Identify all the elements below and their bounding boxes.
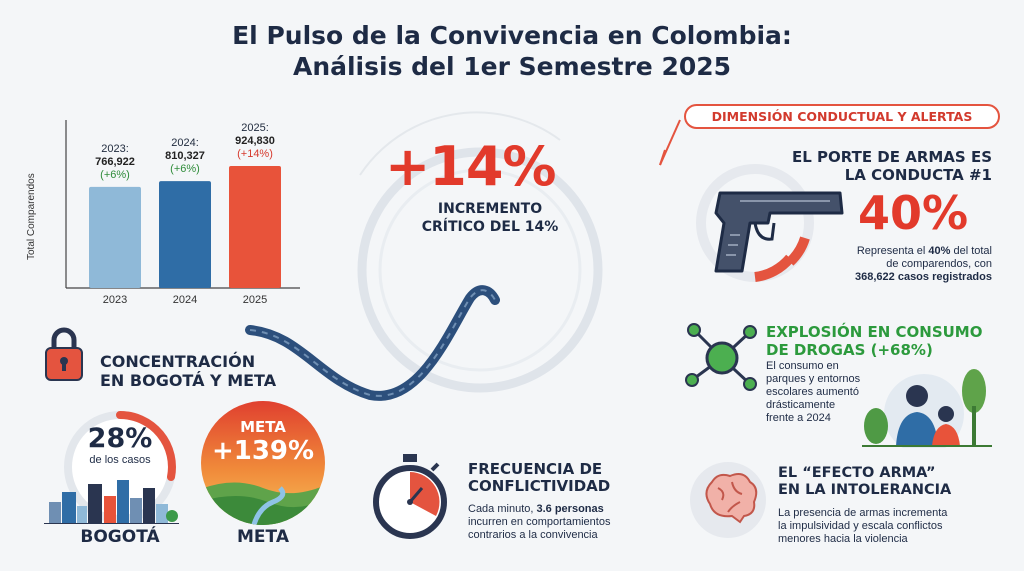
effect-heading-1: EL “EFECTO ARMA” xyxy=(778,465,936,481)
meta-percent: +139% xyxy=(211,436,315,466)
drugs-body-3: escolares aumentó xyxy=(766,386,859,398)
city-skyline-icon xyxy=(44,480,179,524)
bar-2024 xyxy=(159,181,211,288)
bar-chart xyxy=(65,120,300,289)
drugs-body-2: parques y entornos xyxy=(766,373,861,385)
bar-year-label: 2025: xyxy=(241,122,269,134)
drugs-body-4: drásticamente xyxy=(766,399,836,411)
meta-top-label: META xyxy=(240,418,286,436)
effect-heading-2: EN LA INTOLERANCIA xyxy=(778,482,952,498)
drugs-body-1: El consumo en xyxy=(766,360,839,372)
concentration-heading: CONCENTRACIÓN EN BOGOTÁ Y META xyxy=(100,352,276,390)
brain-icon xyxy=(690,462,766,538)
bar-2025 xyxy=(229,166,281,288)
concentration-heading-1: CONCENTRACIÓN xyxy=(100,352,256,371)
bogota-stat: 28% de los casos xyxy=(60,423,180,467)
pistol-icon xyxy=(714,191,844,273)
increment-sub-1: INCREMENTO xyxy=(437,201,543,217)
weapons-heading: EL PORTE DE ARMAS ES LA CONDUCTA #1 xyxy=(760,148,992,184)
weapons-body-1b: 40% xyxy=(928,245,951,257)
frequency-body: Cada minuto, 3.6 personas incurren en co… xyxy=(468,503,610,542)
weapons-body-1a: Representa el xyxy=(856,245,929,257)
drugs-heading: EXPLOSIÓN EN CONSUMO DE DROGAS (+68%) xyxy=(766,323,983,359)
bar-2023 xyxy=(89,186,141,288)
bar-change-label: (+14%) xyxy=(237,148,273,160)
increment-subtitle: INCREMENTO CRÍTICO DEL 14% xyxy=(395,200,585,236)
increment-percent: +14% xyxy=(385,135,556,198)
bar-change-label: (+6%) xyxy=(100,168,130,181)
bar-data-label-2024: 2024: 810,327 (+6%) xyxy=(145,137,225,176)
title-line-2: Análisis del 1er Semestre 2025 xyxy=(292,52,732,81)
weapons-heading-2: LA CONDUCTA #1 xyxy=(844,166,992,184)
bogota-subtext: de los casos xyxy=(89,454,151,466)
bar-change-label: (+6%) xyxy=(170,163,200,176)
weapons-body-3: 368,622 casos registrados xyxy=(855,271,992,283)
bar-value-label: 766,922 xyxy=(95,155,135,168)
weapons-body-2: de comparendos, con xyxy=(886,258,992,270)
frequency-body-2: incurren en comportamientos xyxy=(468,516,611,528)
weapons-heading-1: EL PORTE DE ARMAS ES xyxy=(791,148,992,166)
molecule-icon xyxy=(685,323,757,391)
bogota-label: BOGOTÁ xyxy=(80,527,160,547)
frequency-heading-1: FRECUENCIA DE xyxy=(468,460,603,478)
lock-icon xyxy=(45,327,83,381)
x-tick-label: 2023 xyxy=(102,294,128,306)
drugs-heading-1: EXPLOSIÓN EN CONSUMO xyxy=(766,323,983,341)
drugs-body-5: frente a 2024 xyxy=(766,412,831,424)
weapons-percent: 40% xyxy=(858,186,969,240)
frequency-heading-2: CONFLICTIVIDAD xyxy=(468,477,611,495)
concentration-heading-2: EN BOGOTÁ Y META xyxy=(100,371,277,390)
increment-sub-2: CRÍTICO DEL 14% xyxy=(421,219,559,235)
frequency-heading: FRECUENCIA DE CONFLICTIVIDAD xyxy=(468,461,610,495)
bar-year-label: 2024: xyxy=(171,137,199,150)
drugs-body: El consumo en parques y entornos escolar… xyxy=(766,360,860,425)
title-line-1: El Pulso de la Convivencia en Colombia: xyxy=(232,21,792,50)
bar-data-label-2023: 2023: 766,922 (+6%) xyxy=(75,143,155,182)
drugs-heading-2: DE DROGAS (+68%) xyxy=(766,341,933,359)
stopwatch-icon xyxy=(373,454,447,539)
meta-stat: META +139% xyxy=(198,418,328,466)
effect-body-3: menores hacia la violencia xyxy=(778,533,908,545)
bar-data-label-2025: 2025: 924,830 (+14%) xyxy=(215,122,295,161)
effect-heading: EL “EFECTO ARMA” EN LA INTOLERANCIA xyxy=(778,465,951,499)
y-axis-label: Total Comparendos xyxy=(26,173,37,260)
meta-landscape-icon xyxy=(201,401,325,525)
effect-body-1: La presencia de armas incrementa xyxy=(778,507,948,519)
effect-body-2: la impulsividad y escala conflictos xyxy=(778,520,943,532)
weapons-body: Representa el 40% del total de comparend… xyxy=(800,245,992,284)
weapons-ring xyxy=(696,164,814,282)
x-tick-label: 2024 xyxy=(172,294,198,306)
effect-body: La presencia de armas incrementa la impu… xyxy=(778,507,947,546)
weapons-body-1c: del total xyxy=(950,245,992,257)
page-title: El Pulso de la Convivencia en Colombia: … xyxy=(0,20,1024,82)
x-tick-label: 2025 xyxy=(242,294,268,306)
frequency-body-3: contrarios a la convivencia xyxy=(468,529,598,541)
section-pill: DIMENSIÓN CONDUCTUAL Y ALERTAS xyxy=(684,104,1000,129)
meta-label: META xyxy=(237,527,289,547)
family-park-icon xyxy=(862,369,992,448)
bar-value-label: 810,327 xyxy=(165,150,205,163)
bar-year-label: 2023: xyxy=(101,142,129,155)
frequency-body-1: Cada minuto, xyxy=(468,503,537,515)
bogota-percent: 28% xyxy=(87,423,153,454)
frequency-body-bold: 3.6 personas xyxy=(536,503,604,515)
bar-value-label: 924,830 xyxy=(235,135,275,147)
